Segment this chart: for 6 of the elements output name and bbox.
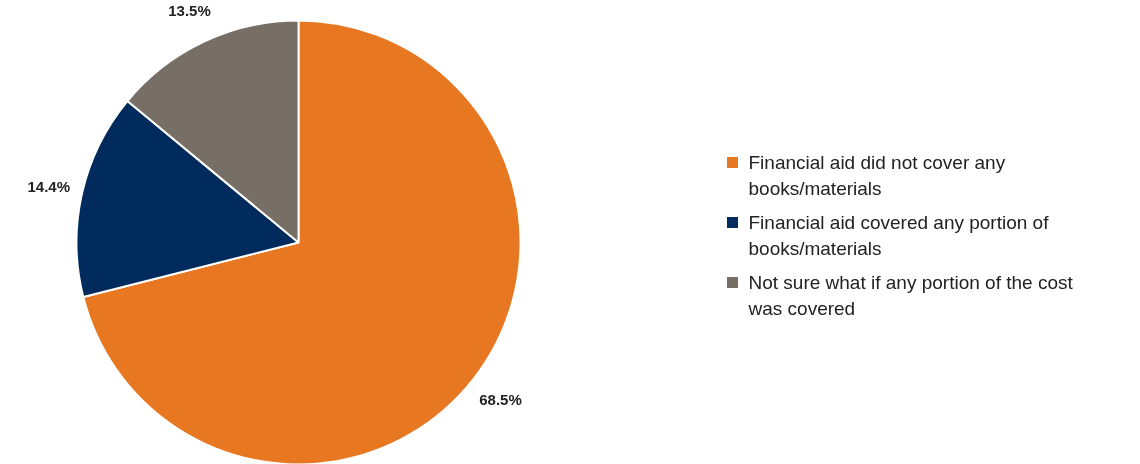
legend-label: Not sure what if any portion of the cost was covered	[747, 272, 1074, 319]
data-label: 68.5%	[479, 391, 522, 409]
legend-label: Financial aid did not cover any books/materials	[748, 152, 1006, 199]
data-label: 13.5%	[168, 2, 211, 20]
data-label: 14.4%	[27, 177, 71, 195]
legend-label: Financial aid covered any portion of books/materials	[748, 212, 1050, 259]
